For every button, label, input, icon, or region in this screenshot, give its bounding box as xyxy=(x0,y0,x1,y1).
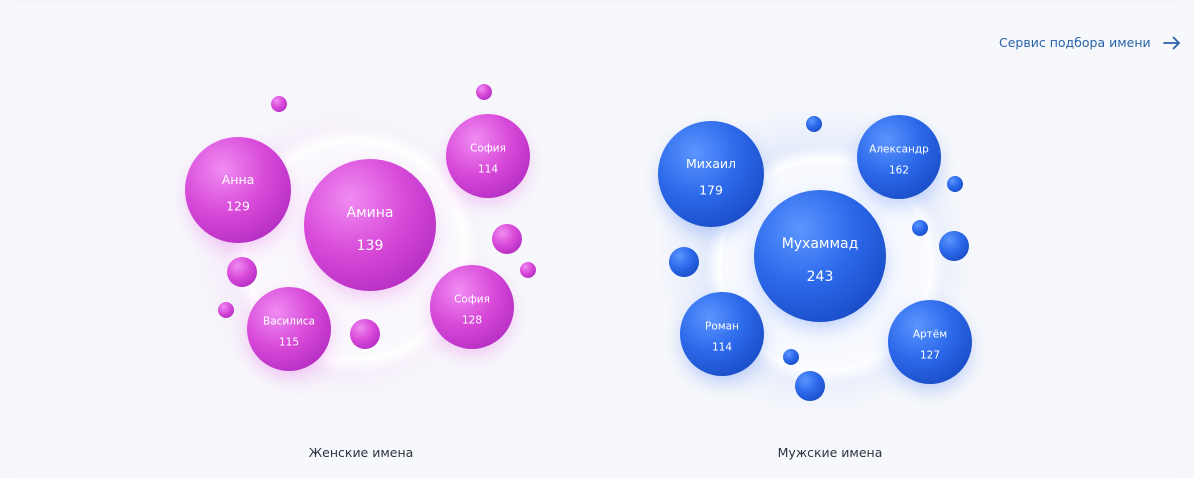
decor-dot xyxy=(476,84,492,100)
bubble-value-label: 115 xyxy=(279,336,299,348)
bubble-name-label: Мухаммад xyxy=(782,236,859,252)
decor-dot xyxy=(350,319,380,349)
bubble-circle xyxy=(430,265,514,349)
bubble: Роман 114 xyxy=(680,292,764,382)
bubble-value-label: 114 xyxy=(712,341,732,353)
decor-dot xyxy=(939,231,969,261)
name-selection-service-link[interactable]: Сервис подбора имени xyxy=(999,35,1181,50)
decor-dot xyxy=(492,224,522,254)
bubble: Александр 162 xyxy=(857,115,941,205)
bubble-value-label: 243 xyxy=(807,269,834,285)
decor-dot xyxy=(271,96,287,112)
decor-dot xyxy=(783,349,799,365)
bubble-value-label: 114 xyxy=(478,163,498,175)
bubble-name-label: Анна xyxy=(222,172,255,187)
bubble: Мухаммад 243 xyxy=(754,190,886,327)
bubble-value-label: 162 xyxy=(889,164,909,176)
decor-dot xyxy=(669,247,699,277)
bubble-value-label: 179 xyxy=(699,182,723,197)
bubble-name-label: Александр xyxy=(869,143,929,155)
bubble-name-label: Артём xyxy=(913,328,947,340)
bubble: Анна 129 xyxy=(185,137,291,249)
bubble-value-label: 128 xyxy=(462,314,482,326)
bubble-circle xyxy=(247,287,331,371)
bubble-circle xyxy=(658,121,764,227)
decor-dot xyxy=(520,262,536,278)
bubble-value-label: 129 xyxy=(226,198,250,213)
decor-dot xyxy=(806,116,822,132)
male-decor-dots xyxy=(669,116,969,401)
decor-dot xyxy=(795,371,825,401)
decor-dot xyxy=(227,257,257,287)
bubble-value-label: 139 xyxy=(357,238,384,254)
bubble-circle xyxy=(888,300,972,384)
decor-dot xyxy=(912,220,928,236)
decor-dot xyxy=(947,176,963,192)
bubble: София 114 xyxy=(446,114,530,204)
bubble-name-label: Роман xyxy=(705,320,739,332)
bubble-name-label: София xyxy=(470,142,506,154)
bubble-name-label: Василиса xyxy=(263,315,315,327)
bubble: Василиса 115 xyxy=(247,287,331,377)
bubble-name-label: Амина xyxy=(347,205,394,221)
bubble: София 128 xyxy=(430,265,514,355)
arrow-right-icon xyxy=(1162,36,1181,50)
bubble-value-label: 127 xyxy=(920,349,940,361)
decor-dot xyxy=(218,302,234,318)
bubble-circle xyxy=(680,292,764,376)
bubble: Михаил 179 xyxy=(658,121,764,233)
bubble-circle xyxy=(754,190,886,322)
bubble: Амина 139 xyxy=(304,159,436,296)
bubbles-layer: Амина 139 Анна 129 София 114 София 128 Василиса 1… xyxy=(185,114,972,390)
female-decor-dots xyxy=(218,84,536,349)
service-link-label: Сервис подбора имени xyxy=(999,35,1151,50)
female-names-label: Женские имена xyxy=(308,445,414,460)
male-names-label: Мужские имена xyxy=(777,445,883,460)
bubble-circle xyxy=(185,137,291,243)
bubble-name-label: Михаил xyxy=(686,156,736,171)
bubble-name-label: София xyxy=(454,293,490,305)
bubble-circle xyxy=(304,159,436,291)
bubble: Артём 127 xyxy=(888,300,972,390)
bubble-circle xyxy=(446,114,530,198)
bubble-circle xyxy=(857,115,941,199)
